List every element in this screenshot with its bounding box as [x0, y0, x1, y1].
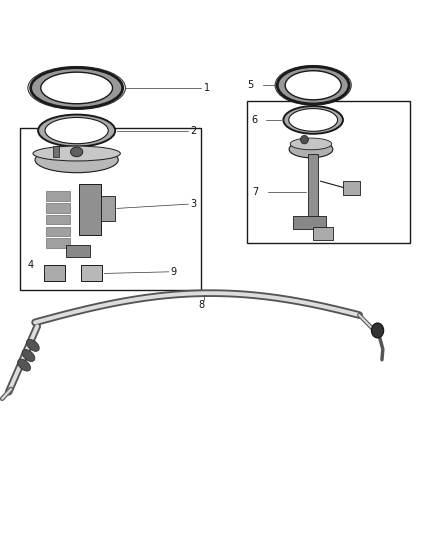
Text: 7: 7 [252, 187, 258, 197]
Text: 8: 8 [198, 301, 205, 310]
Ellipse shape [289, 141, 333, 158]
Bar [46, 215, 70, 224]
Ellipse shape [290, 138, 332, 150]
Ellipse shape [289, 109, 338, 131]
Bar [66, 245, 90, 257]
Ellipse shape [26, 340, 39, 351]
Ellipse shape [31, 68, 123, 108]
Bar [247, 101, 410, 243]
Ellipse shape [35, 147, 118, 173]
Ellipse shape [277, 67, 349, 104]
Bar [308, 154, 318, 219]
Ellipse shape [41, 72, 113, 104]
Text: 5: 5 [247, 80, 254, 90]
Bar [53, 146, 59, 157]
Text: 9: 9 [170, 267, 176, 277]
Text: 4: 4 [27, 260, 33, 270]
Bar [20, 128, 201, 290]
Bar [46, 238, 70, 248]
Ellipse shape [22, 350, 35, 361]
Ellipse shape [285, 71, 341, 100]
Bar [81, 265, 102, 281]
Text: 3: 3 [191, 199, 197, 209]
Ellipse shape [300, 135, 308, 144]
Ellipse shape [45, 117, 108, 144]
Bar [44, 265, 65, 281]
Text: 2: 2 [191, 126, 197, 135]
Text: 6: 6 [252, 115, 258, 125]
Bar [101, 196, 115, 221]
Ellipse shape [371, 323, 384, 338]
Bar [46, 227, 70, 236]
Ellipse shape [33, 146, 120, 161]
Ellipse shape [71, 147, 83, 157]
Ellipse shape [283, 106, 343, 134]
Bar [313, 227, 333, 240]
Bar [293, 216, 326, 229]
Bar [46, 191, 70, 201]
Text: 1: 1 [204, 83, 210, 93]
Bar [343, 181, 360, 195]
Bar [79, 184, 101, 235]
Bar [46, 203, 70, 213]
Ellipse shape [38, 115, 115, 147]
Ellipse shape [18, 359, 31, 371]
